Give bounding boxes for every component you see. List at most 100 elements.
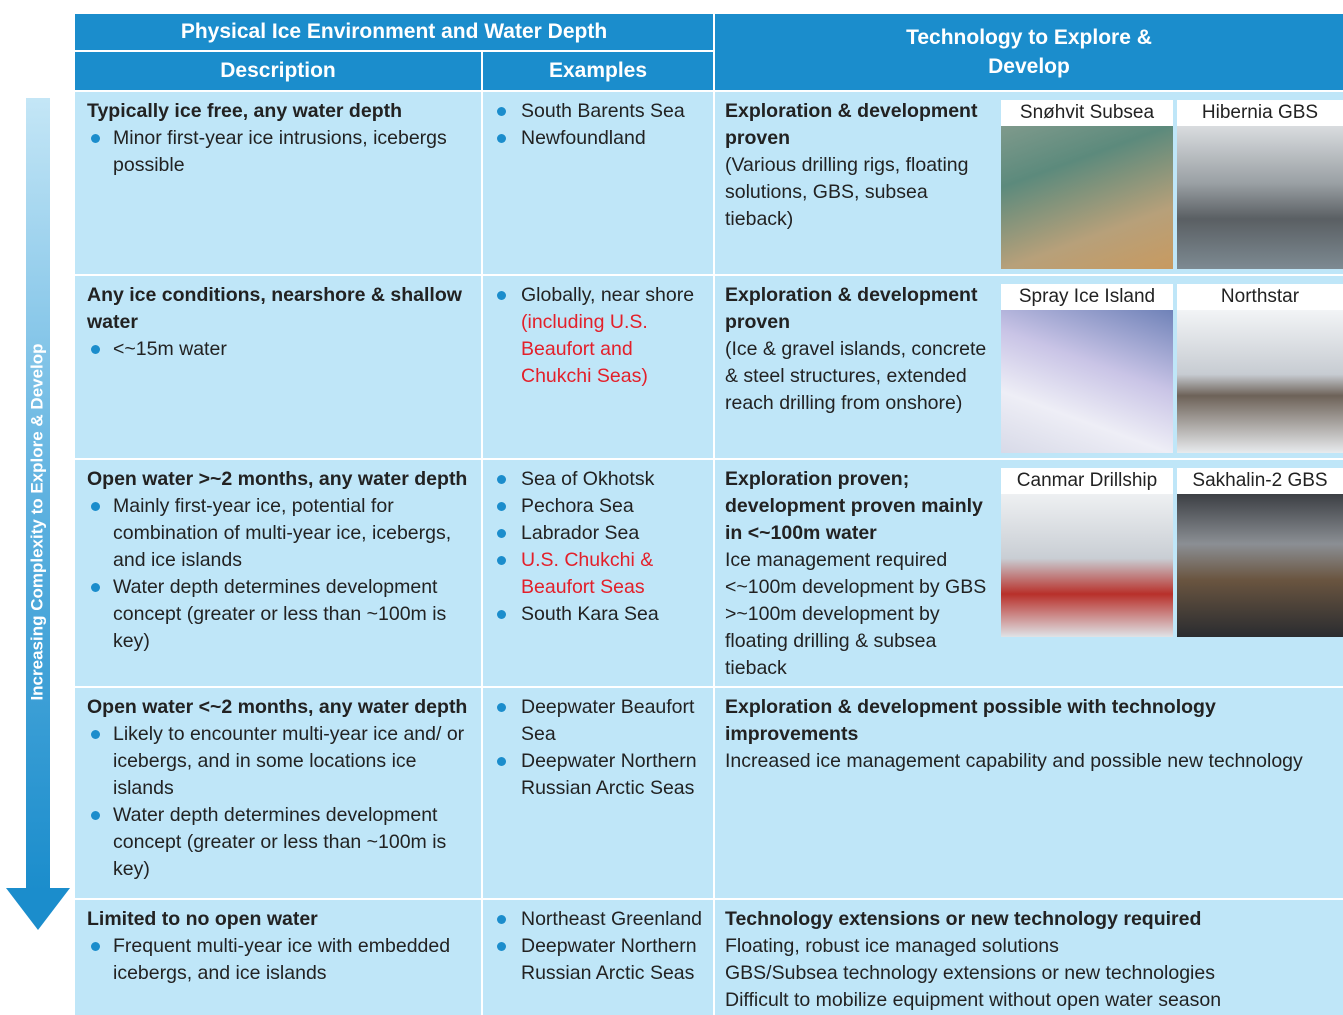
- photo-image: [1177, 310, 1343, 453]
- technology-cell: Technology extensions or new technology …: [715, 900, 1343, 1015]
- examples-cell: South Barents Sea Newfoundland: [483, 92, 713, 274]
- examples-list: Sea of Okhotsk Pechora Sea Labrador Sea U.S…: [495, 466, 705, 628]
- bullet: Frequent multi-year ice with embedded ic…: [87, 933, 473, 987]
- description-bullets: <~15m water: [87, 336, 473, 363]
- bullet: Water depth determines development conce…: [87, 802, 473, 883]
- example-text: Pechora Sea: [521, 495, 634, 517]
- bullet: Likely to encounter multi-year ice and/ …: [87, 721, 473, 802]
- photo-image: [1177, 494, 1343, 637]
- example: Deepwater Beaufort Sea: [495, 694, 705, 748]
- description-bullets: Frequent multi-year ice with embedded ic…: [87, 933, 473, 987]
- technology-line: Floating, robust ice managed solutions: [725, 935, 1059, 957]
- example: Northeast Greenland: [495, 906, 705, 933]
- description-title: Any ice conditions, nearshore & shallow …: [87, 284, 462, 333]
- technology-text: Exploration proven; development proven m…: [725, 466, 993, 682]
- example-text: Northeast Greenland: [521, 908, 703, 930]
- example-text: Deepwater Northern Russian Arctic Seas: [521, 750, 697, 799]
- technology-line: (Ice & gravel islands, concrete & steel …: [725, 338, 987, 414]
- example: Labrador Sea: [495, 520, 705, 547]
- description-title: Limited to no open water: [87, 908, 318, 930]
- description-header: Description: [75, 52, 481, 90]
- example: Newfoundland: [495, 125, 705, 152]
- example-text: Sea of Okhotsk: [521, 468, 655, 490]
- photo-image: [1001, 310, 1173, 453]
- description-cell: Limited to no open water Frequent multi-y…: [75, 900, 481, 1015]
- technology-heading: Exploration proven; development proven m…: [725, 468, 983, 544]
- example: U.S. Chukchi & Beaufort Seas: [495, 547, 705, 601]
- photo-caption: Spray Ice Island: [1001, 284, 1173, 310]
- examples-header: Examples: [483, 52, 713, 90]
- example-text: South Barents Sea: [521, 100, 685, 122]
- technology-heading: Exploration & development possible with …: [725, 696, 1216, 745]
- technology-heading: Exploration & development proven: [725, 284, 978, 333]
- photo: Canmar Drillship: [1001, 468, 1173, 637]
- description-cell: Open water <~2 months, any water depth Li…: [75, 688, 481, 898]
- example: Pechora Sea: [495, 493, 705, 520]
- arrow-head: [6, 888, 70, 930]
- examples-cell: Northeast Greenland Deepwater Northern Ru…: [483, 900, 713, 1015]
- bullet: Minor first-year ice intrusions, iceberg…: [87, 125, 473, 179]
- example: Deepwater Northern Russian Arctic Seas: [495, 933, 705, 987]
- table: Physical Ice Environment and Water Depth…: [75, 14, 1343, 1015]
- complexity-arrow: Increasing Complexity to Explore & Devel…: [6, 98, 70, 930]
- example-text: Newfoundland: [521, 127, 646, 149]
- description-title: Typically ice free, any water depth: [87, 100, 403, 122]
- example-text: U.S. Chukchi & Beaufort Seas: [521, 549, 654, 598]
- description-title: Open water <~2 months, any water depth: [87, 696, 468, 718]
- technology-line: Increased ice management capability and …: [725, 750, 1303, 772]
- technology-cell: Exploration & development possible with …: [715, 688, 1343, 898]
- technology-heading: Technology extensions or new technology …: [725, 908, 1202, 930]
- example: Sea of Okhotsk: [495, 466, 705, 493]
- photo-image: [1001, 126, 1173, 269]
- examples-list: Northeast Greenland Deepwater Northern Ru…: [495, 906, 705, 987]
- photo-caption: Sakhalin-2 GBS: [1177, 468, 1343, 494]
- description-bullets: Mainly first-year ice, potential for com…: [87, 493, 473, 655]
- technology-cell: Exploration proven; development proven m…: [715, 460, 1343, 686]
- example: Globally, near shore (including U.S. Bea…: [495, 282, 705, 390]
- photo-image: [1177, 126, 1343, 269]
- bullet: Mainly first-year ice, potential for com…: [87, 493, 473, 574]
- technology-cell: Exploration & development proven (Ice & g…: [715, 276, 1343, 458]
- bullet: Water depth determines development conce…: [87, 574, 473, 655]
- example: South Barents Sea: [495, 98, 705, 125]
- photo: Snøhvit Subsea: [1001, 100, 1173, 269]
- example-text: South Kara Sea: [521, 603, 659, 625]
- technology-header: Technology to Explore & Develop: [715, 14, 1343, 90]
- photos: Canmar Drillship Sakhalin-2 GBS: [1001, 468, 1343, 637]
- example-text: Labrador Sea: [521, 522, 640, 544]
- technology-text: Technology extensions or new technology …: [725, 906, 1335, 1014]
- description-cell: Any ice conditions, nearshore & shallow …: [75, 276, 481, 458]
- bullet: <~15m water: [87, 336, 473, 363]
- technology-text: Exploration & development proven (Various…: [725, 98, 993, 233]
- side-label: Increasing Complexity to Explore & Devel…: [27, 343, 46, 700]
- example-text: (including U.S. Beaufort and Chukchi Sea…: [521, 311, 648, 387]
- technology-line: <~100m development by GBS: [725, 576, 987, 598]
- technology-line: Ice management required: [725, 549, 948, 571]
- description-cell: Typically ice free, any water depth Minor…: [75, 92, 481, 274]
- photo-caption: Hibernia GBS: [1177, 100, 1343, 126]
- technology-line: (Various drilling rigs, floating solutio…: [725, 154, 969, 230]
- examples-list: South Barents Sea Newfoundland: [495, 98, 705, 152]
- examples-list: Deepwater Beaufort Sea Deepwater Northern…: [495, 694, 705, 802]
- photo: Spray Ice Island: [1001, 284, 1173, 453]
- examples-list: Globally, near shore (including U.S. Bea…: [495, 282, 705, 390]
- arrow-shaft: [26, 98, 50, 890]
- photo: Sakhalin-2 GBS: [1177, 468, 1343, 637]
- photo-image: [1001, 494, 1173, 637]
- examples-cell: Deepwater Beaufort Sea Deepwater Northern…: [483, 688, 713, 898]
- photo-caption: Canmar Drillship: [1001, 468, 1173, 494]
- examples-cell: Sea of Okhotsk Pechora Sea Labrador Sea U.S…: [483, 460, 713, 686]
- photo: Hibernia GBS: [1177, 100, 1343, 269]
- example: Deepwater Northern Russian Arctic Seas: [495, 748, 705, 802]
- technology-line: >~100m development by floating drilling …: [725, 603, 940, 679]
- technology-header-text: Technology to Explore & Develop: [906, 26, 1152, 78]
- example-text: Deepwater Northern Russian Arctic Seas: [521, 935, 697, 984]
- description-cell: Open water >~2 months, any water depth Ma…: [75, 460, 481, 686]
- photo-caption: Snøhvit Subsea: [1001, 100, 1173, 126]
- technology-cell: Exploration & development proven (Various…: [715, 92, 1343, 274]
- photo: Northstar: [1177, 284, 1343, 453]
- group-header: Physical Ice Environment and Water Depth: [75, 14, 713, 50]
- technology-line: GBS/Subsea technology extensions or new …: [725, 962, 1215, 984]
- photos: Snøhvit Subsea Hibernia GBS: [1001, 100, 1343, 269]
